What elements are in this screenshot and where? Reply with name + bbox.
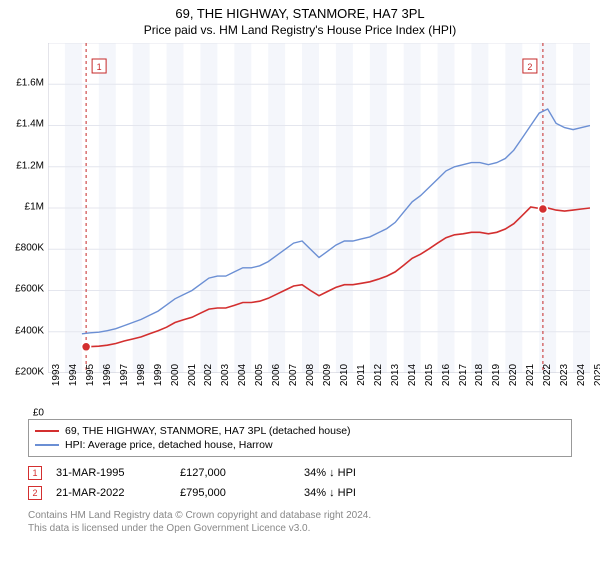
y-tick-label: £600K bbox=[15, 284, 44, 295]
x-tick-label: 2013 bbox=[390, 364, 401, 386]
x-tick-label: 1997 bbox=[119, 364, 130, 386]
x-tick-label: 2002 bbox=[203, 364, 214, 386]
x-tick-label: 2008 bbox=[305, 364, 316, 386]
chart-plot-area: 12 bbox=[48, 43, 590, 373]
marker-number: 2 bbox=[28, 486, 42, 500]
y-tick-label: £1M bbox=[25, 201, 44, 212]
marker-delta: 34% ↓ HPI bbox=[304, 487, 414, 499]
attribution-line1: Contains HM Land Registry data © Crown c… bbox=[28, 509, 572, 522]
y-axis: £0£200K£400K£600K£800K£1M£1.2M£1.4M£1.6M bbox=[0, 83, 48, 413]
y-tick-label: £0 bbox=[33, 408, 44, 419]
x-tick-label: 2017 bbox=[458, 364, 469, 386]
x-tick-label: 2021 bbox=[525, 364, 536, 386]
x-tick-label: 2012 bbox=[373, 364, 384, 386]
x-tick-label: 2007 bbox=[288, 364, 299, 386]
marker-table: 1 31-MAR-1995 £127,000 34% ↓ HPI 2 21-MAR-202… bbox=[28, 463, 572, 503]
y-tick-label: £200K bbox=[15, 366, 44, 377]
attribution-line2: This data is licensed under the Open Gov… bbox=[28, 522, 572, 535]
svg-text:1: 1 bbox=[97, 62, 102, 72]
marker-number: 1 bbox=[28, 466, 42, 480]
x-tick-label: 1993 bbox=[51, 364, 62, 386]
x-tick-label: 2016 bbox=[441, 364, 452, 386]
legend-item: 69, THE HIGHWAY, STANMORE, HA7 3PL (deta… bbox=[35, 424, 565, 438]
marker-date: 21-MAR-2022 bbox=[56, 487, 166, 499]
x-tick-label: 2003 bbox=[220, 364, 231, 386]
chart-title: 69, THE HIGHWAY, STANMORE, HA7 3PL bbox=[0, 6, 600, 21]
x-tick-label: 2000 bbox=[170, 364, 181, 386]
marker-row: 2 21-MAR-2022 £795,000 34% ↓ HPI bbox=[28, 483, 572, 503]
legend-swatch bbox=[35, 430, 59, 432]
x-tick-label: 2004 bbox=[237, 364, 248, 386]
legend-item: HPI: Average price, detached house, Harr… bbox=[35, 438, 565, 452]
legend-swatch bbox=[35, 444, 59, 446]
x-tick-label: 2024 bbox=[576, 364, 587, 386]
x-tick-label: 2020 bbox=[508, 364, 519, 386]
x-tick-label: 2009 bbox=[322, 364, 333, 386]
legend: 69, THE HIGHWAY, STANMORE, HA7 3PL (deta… bbox=[28, 419, 572, 457]
x-tick-label: 2005 bbox=[254, 364, 265, 386]
x-tick-label: 2025 bbox=[593, 364, 600, 386]
chart-subtitle: Price paid vs. HM Land Registry's House … bbox=[0, 23, 600, 37]
x-tick-label: 1994 bbox=[68, 364, 79, 386]
x-axis: 1993199419951996199719981999200020012002… bbox=[48, 373, 590, 415]
x-tick-label: 2001 bbox=[187, 364, 198, 386]
x-tick-label: 2023 bbox=[559, 364, 570, 386]
legend-label: HPI: Average price, detached house, Harr… bbox=[65, 439, 273, 451]
x-tick-label: 2022 bbox=[542, 364, 553, 386]
x-tick-label: 1995 bbox=[85, 364, 96, 386]
marker-price: £795,000 bbox=[180, 487, 290, 499]
x-tick-label: 2018 bbox=[474, 364, 485, 386]
y-tick-label: £1.4M bbox=[16, 119, 44, 130]
marker-price: £127,000 bbox=[180, 467, 290, 479]
marker-date: 31-MAR-1995 bbox=[56, 467, 166, 479]
y-tick-label: £800K bbox=[15, 243, 44, 254]
svg-text:2: 2 bbox=[527, 62, 532, 72]
x-tick-label: 2019 bbox=[491, 364, 502, 386]
y-tick-label: £1.6M bbox=[16, 78, 44, 89]
y-tick-label: £1.2M bbox=[16, 160, 44, 171]
marker-delta: 34% ↓ HPI bbox=[304, 467, 414, 479]
x-tick-label: 2011 bbox=[356, 364, 367, 386]
x-tick-label: 2014 bbox=[407, 364, 418, 386]
y-tick-label: £400K bbox=[15, 325, 44, 336]
x-tick-label: 2015 bbox=[424, 364, 435, 386]
marker-row: 1 31-MAR-1995 £127,000 34% ↓ HPI bbox=[28, 463, 572, 483]
x-tick-label: 2010 bbox=[339, 364, 350, 386]
chart-svg: 12 bbox=[48, 43, 590, 373]
x-tick-label: 1999 bbox=[153, 364, 164, 386]
x-tick-label: 2006 bbox=[271, 364, 282, 386]
attribution: Contains HM Land Registry data © Crown c… bbox=[28, 509, 572, 535]
x-tick-label: 1998 bbox=[136, 364, 147, 386]
x-tick-label: 1996 bbox=[102, 364, 113, 386]
legend-label: 69, THE HIGHWAY, STANMORE, HA7 3PL (deta… bbox=[65, 425, 351, 437]
